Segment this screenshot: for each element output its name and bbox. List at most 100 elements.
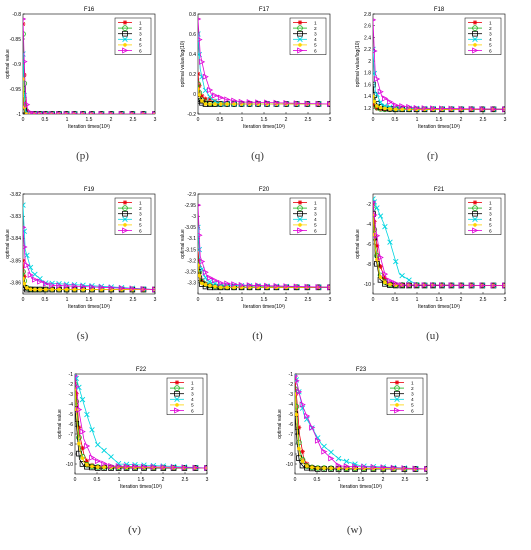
legend-marker — [174, 385, 180, 391]
data-point — [387, 277, 394, 284]
data-point — [85, 463, 89, 467]
y-tick-label: -3.85 — [10, 258, 22, 264]
data-point — [430, 282, 437, 289]
data-point — [84, 442, 91, 450]
y-tick-label: 0.4 — [189, 52, 196, 58]
y-tick-label: -3.2 — [187, 258, 196, 264]
x-tick-label: 2 — [285, 297, 288, 303]
legend-label: 2 — [411, 386, 414, 392]
legend-marker — [297, 200, 303, 205]
legend-marker — [297, 36, 303, 43]
x-tick-label: 0 — [372, 297, 375, 303]
data-point — [76, 425, 82, 430]
data-point — [328, 449, 334, 455]
data-point — [37, 278, 44, 285]
legend-label: 1 — [139, 20, 142, 26]
chart-panel-f19: F19 0 0.5 1 1.5 2 2.5 3 -3.86 -3.85 -3.84 -3.83 -3.8… — [5, 182, 160, 320]
chart-panel-f17: F17 0 0.5 1 1.5 2 2.5 3 -0.2 0 0.2 0.4 0.6 0.8 Iterati… — [180, 2, 335, 140]
data-point — [132, 463, 139, 470]
x-tick-label: 1 — [66, 117, 69, 123]
data-point — [390, 464, 397, 471]
legend-marker — [394, 396, 400, 403]
data-point — [199, 258, 206, 265]
chart-svg: F16 0 0.5 1 1.5 2 2.5 3 -1 -0.95 -0.9 -0.85 -0.8 Iter… — [5, 7, 157, 130]
chart-title: F23 — [356, 367, 367, 373]
legend-label: 3 — [411, 392, 414, 398]
data-point — [50, 287, 54, 292]
series-line — [198, 205, 330, 288]
data-point — [315, 466, 320, 470]
legend-marker — [395, 403, 399, 407]
data-point — [264, 99, 271, 106]
legend-marker — [174, 396, 180, 403]
data-point — [198, 37, 203, 42]
legend-marker — [473, 43, 477, 47]
data-point — [375, 104, 379, 108]
data-point — [273, 99, 280, 106]
y-axis-label: optimal value/log(10) — [180, 40, 186, 87]
data-point — [373, 99, 377, 104]
data-point — [377, 213, 384, 219]
legend-label: 2 — [139, 206, 142, 212]
data-point — [32, 110, 39, 114]
data-point — [84, 411, 90, 418]
legend-label: 3 — [314, 212, 317, 218]
legend-box — [464, 197, 502, 235]
legend-label: 6 — [411, 408, 414, 414]
y-tick-label: -10 — [364, 282, 371, 288]
data-point — [218, 102, 223, 106]
data-point — [502, 106, 505, 113]
data-point — [198, 224, 201, 231]
legend-marker — [122, 25, 128, 31]
x-axis-label: Iteration times(10³) — [68, 304, 110, 310]
data-point — [49, 110, 56, 114]
x-tick-label: 0.5 — [217, 117, 224, 123]
data-point — [255, 99, 262, 106]
data-point — [199, 74, 205, 80]
data-point — [75, 375, 80, 382]
data-point — [198, 264, 202, 269]
data-point — [23, 273, 27, 279]
data-point — [198, 93, 202, 97]
data-point — [23, 258, 26, 264]
x-tick-label: 0 — [372, 117, 375, 123]
legend-label: 1 — [314, 200, 317, 206]
data-point — [479, 282, 486, 289]
x-tick-label: 1.5 — [436, 297, 443, 303]
legend-label: 5 — [314, 223, 317, 229]
series-line — [23, 78, 155, 114]
data-point — [23, 228, 28, 234]
data-point — [203, 102, 208, 106]
y-tick-label: -8 — [69, 442, 74, 448]
y-axis-label: optimal value — [355, 229, 361, 259]
legend-box — [289, 197, 327, 235]
x-tick-label: 0 — [74, 477, 77, 483]
data-point — [293, 283, 300, 290]
data-point — [208, 102, 212, 106]
legend-marker — [472, 36, 478, 43]
data-point — [23, 276, 25, 281]
series-line — [373, 201, 505, 286]
y-tick-label: -0.8 — [12, 12, 21, 18]
data-point — [49, 282, 56, 289]
data-point — [38, 287, 42, 292]
data-point — [224, 280, 231, 287]
data-point — [24, 101, 31, 108]
data-point — [198, 268, 201, 275]
legend-label: 1 — [489, 20, 492, 26]
data-point — [388, 282, 392, 287]
data-point — [203, 96, 208, 102]
x-tick-label: 3 — [206, 477, 209, 483]
data-point — [300, 459, 305, 463]
data-point — [374, 243, 380, 249]
data-point — [327, 100, 330, 108]
data-point — [80, 456, 85, 460]
data-point — [382, 95, 389, 102]
data-point — [213, 284, 217, 289]
legend-label: 6 — [489, 48, 492, 54]
data-point — [170, 464, 177, 471]
data-point — [204, 464, 207, 472]
y-tick-label: -10 — [286, 462, 293, 468]
data-point — [84, 458, 90, 464]
data-point — [115, 463, 122, 470]
